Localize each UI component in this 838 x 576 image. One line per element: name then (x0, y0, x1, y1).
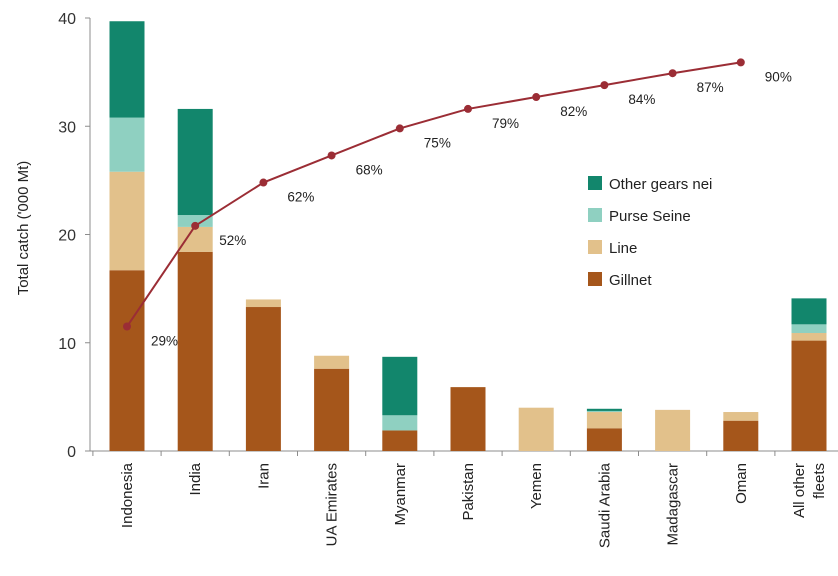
legend: Other gears nei Purse Seine Line Gillnet (588, 176, 712, 289)
cumulative-percent-label: 82% (560, 104, 587, 119)
x-category-label: Saudi Arabia (596, 462, 613, 548)
x-category-label-line: Saudi Arabia (596, 462, 613, 548)
bar-segment-line (518, 407, 554, 451)
legend-swatch (588, 272, 602, 286)
legend-label: Other gears nei (609, 176, 712, 193)
bar-segment-gillnet (314, 368, 350, 451)
cumulative-point (395, 124, 404, 133)
bar-segment-purse-seine (109, 117, 145, 172)
bar-segment-gillnet (791, 340, 827, 451)
x-category-label: Madagascar (665, 463, 682, 546)
cumulative-point (191, 221, 200, 230)
legend-label: Purse Seine (609, 208, 691, 225)
cumulative-point (668, 69, 677, 78)
bar-segment-gillnet (109, 270, 145, 451)
bar-segment-line (655, 409, 691, 451)
x-category-label: Oman (733, 463, 750, 504)
cumulative-percent-label: 87% (697, 80, 724, 95)
legend-label: Line (609, 240, 637, 257)
x-category-label-line: Myanmar (392, 463, 409, 526)
x-category-label: Myanmar (392, 463, 409, 526)
bar-segment-gillnet (586, 428, 622, 451)
x-category-label: Yemen (528, 463, 545, 509)
x-category-label: Pakistan (460, 463, 477, 521)
bar-segment-line (177, 226, 213, 252)
cumulative-point (532, 93, 541, 102)
bar-segment-purse-seine (791, 324, 827, 334)
cumulative-line-path (126, 61, 741, 328)
bar-segment-other-gears-nei (382, 356, 418, 416)
y-tick-label: 40 (58, 11, 76, 28)
bar-segment-line (314, 355, 350, 369)
cumulative-percent-label: 75% (424, 135, 451, 150)
bar-segment-gillnet (450, 387, 486, 451)
x-category-label-line: Yemen (528, 463, 545, 509)
x-category-label-line: Oman (733, 463, 750, 504)
bar-segment-line (586, 412, 622, 429)
cumulative-percent-label: 90% (765, 69, 792, 84)
x-category-label-line: Pakistan (460, 463, 477, 521)
y-tick-label: 20 (58, 228, 76, 245)
bar-segment-line (109, 171, 145, 271)
x-category-label-line: Madagascar (665, 463, 682, 546)
bar-segment-other-gears-nei (109, 21, 145, 118)
category-labels: Indonesia India Iran UA Emirates Myanmar Paki… (119, 462, 828, 548)
legend-swatch (588, 240, 602, 254)
x-category-label-line: Iran (255, 463, 272, 489)
bar-segment-gillnet (723, 420, 759, 451)
x-category-label: UA Emirates (324, 463, 341, 546)
cumulative-percent-label: 62% (287, 190, 314, 205)
axes: 0 10 20 30 40 (58, 11, 838, 461)
bar-segment-purse-seine (382, 415, 418, 431)
bar-segment-purse-seine (177, 215, 213, 227)
cumulative-percent-label: 79% (492, 116, 519, 131)
y-tick-label: 0 (67, 444, 76, 461)
x-category-label-line: All other (791, 463, 808, 518)
cumulative-point (259, 178, 268, 187)
cumulative-point (736, 58, 745, 67)
y-tick-label: 30 (58, 119, 76, 136)
bar-segment-other-gears-nei (586, 408, 622, 411)
bar-segment-gillnet (177, 251, 213, 451)
cumulative-point (123, 322, 131, 331)
x-category-label-line: fleets (811, 463, 828, 499)
bar-segment-other-gears-nei (791, 298, 827, 325)
x-category-label: All other fleets (791, 463, 828, 518)
cumulative-percent-label: 84% (628, 92, 655, 107)
x-category-label: India (187, 462, 204, 495)
x-category-label-line: Indonesia (119, 462, 136, 528)
y-axis-title: Total catch ('000 Mt) (15, 161, 32, 296)
bar-segment-purse-seine (586, 410, 622, 413)
bar-segment-other-gears-nei (177, 108, 213, 216)
legend-label: Gillnet (609, 272, 652, 289)
cumulative-point (600, 81, 609, 90)
bar-segment-line (791, 333, 827, 341)
bar-segment-line (245, 299, 281, 308)
bar-segment-gillnet (382, 430, 418, 451)
x-category-label: Iran (255, 463, 272, 489)
cumulative-point (327, 151, 336, 160)
bar-segment-gillnet (245, 307, 281, 451)
cumulative-percent-label: 29% (151, 334, 178, 349)
cumulative-point (464, 104, 472, 113)
legend-swatch (588, 176, 602, 190)
x-category-label-line: India (187, 462, 204, 495)
x-category-label-line: UA Emirates (324, 463, 341, 546)
bars (109, 21, 827, 451)
cumulative-line: 29% 52% 62% 68% 75% 79% 82% 84% 87% 90% (123, 58, 792, 349)
legend-swatch (588, 208, 602, 222)
y-tick-label: 10 (58, 336, 76, 353)
bar-segment-line (723, 412, 759, 421)
cumulative-percent-label: 52% (219, 233, 246, 248)
cumulative-percent-label: 68% (356, 162, 383, 177)
x-category-label: Indonesia (119, 462, 136, 528)
